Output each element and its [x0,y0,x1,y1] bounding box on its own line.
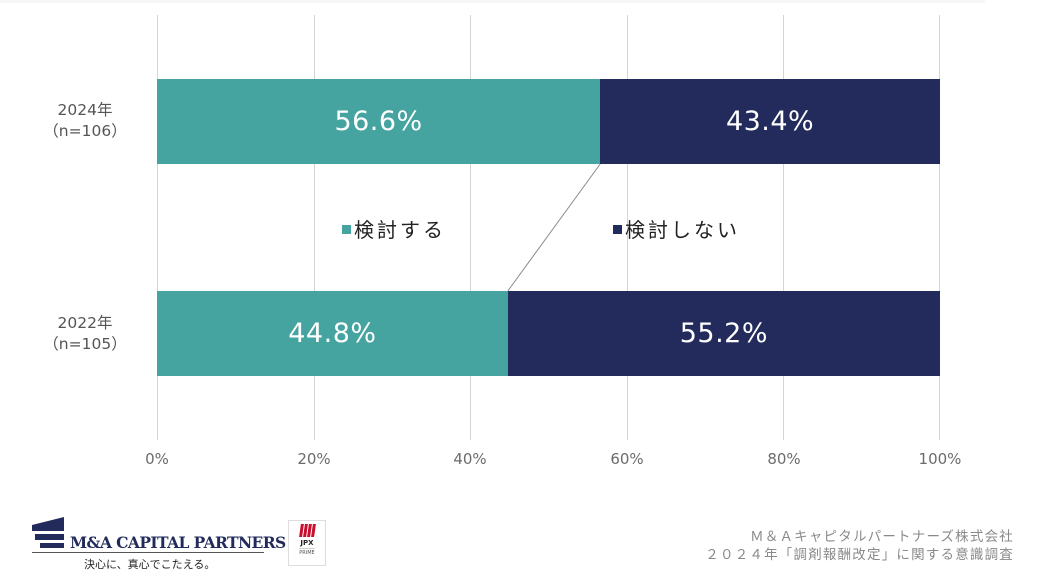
bar-2022: 44.8% 55.2% [157,291,940,376]
category-n: （n=105） [43,335,127,353]
chart-plot-area: 56.6% 43.4% 44.8% 55.2% [157,15,940,440]
x-tick-label: 80% [767,450,801,468]
data-label: 44.8% [288,318,377,349]
bar-2024: 56.6% 43.4% [157,79,940,164]
gridline-40 [470,15,472,440]
company-logo-text: M&A CAPITAL PARTNERS [70,533,286,552]
company-tagline: 決心に、真心でこたえる。 [84,558,216,571]
bar-2024-not-consider: 43.4% [600,79,940,164]
data-label: 55.2% [679,318,769,349]
category-label-2024: 2024年 （n=106） [25,100,145,142]
category-year: 2024年 [57,101,113,119]
legend-label: 検討しない [625,218,740,242]
legend-swatch-teal [342,225,351,234]
legend-item-not-consider: 検討しない [613,214,740,243]
source-company: Ｍ＆Ａキャピタルパートナーズ株式会社 [750,529,1014,545]
data-label: 43.4% [725,106,815,137]
gridline-60 [626,15,628,440]
bar-2022-consider: 44.8% [157,291,508,376]
legend-item-consider: 検討する [342,214,446,243]
legend-swatch-navy [613,225,622,234]
x-tick-label: 20% [297,450,331,468]
category-n: （n=106） [43,122,127,140]
legend-label: 検討する [354,218,446,242]
jpx-prime-badge: JPX PRIME [288,520,326,566]
category-year: 2022年 [57,314,113,332]
data-label: 56.6% [334,106,423,137]
gridline-80 [783,15,785,440]
company-logo-mark-icon [32,517,64,548]
top-divider [0,0,985,3]
source-note: Ｍ＆Ａキャピタルパートナーズ株式会社 ２０２４年「調剤報酬改定」に関する意識調査 [705,528,1014,564]
x-tick-label: 40% [453,450,487,468]
bar-2024-consider: 56.6% [157,79,601,164]
source-survey-title: ２０２４年「調剤報酬改定」に関する意識調査 [705,547,1014,563]
bar-2022-not-consider: 55.2% [507,291,940,376]
logo-rule [32,552,264,553]
prime-text: PRIME [299,548,315,556]
gridline-20 [313,15,315,440]
x-tick-label: 100% [918,450,962,468]
gridline-100 [939,15,940,440]
x-tick-label: 0% [145,450,169,468]
x-tick-label: 60% [610,450,644,468]
jpx-logo-icon [298,524,316,537]
series-connector-line [507,163,601,292]
category-label-2022: 2022年 （n=105） [25,313,145,355]
jpx-text: JPX [300,539,314,547]
gridline-0 [157,15,158,440]
